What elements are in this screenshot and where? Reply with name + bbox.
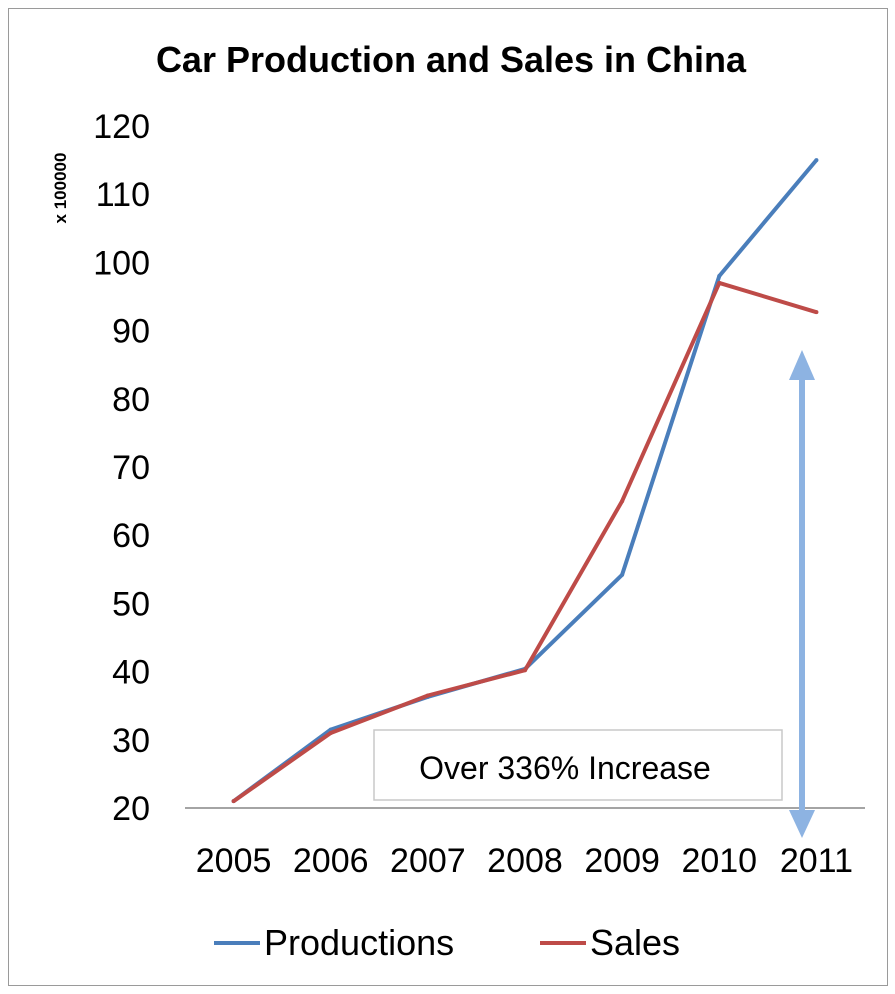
y-tick-label: 50 xyxy=(112,585,150,623)
arrow-head-up xyxy=(789,350,815,380)
data-point-sales xyxy=(814,310,819,315)
legend: Productions Sales xyxy=(214,922,680,963)
series-line-productions xyxy=(232,158,818,803)
data-point-sales xyxy=(717,280,722,285)
annotation-box-border xyxy=(373,729,783,801)
chart-frame xyxy=(8,8,888,986)
y-axis-unit-label: x 100000 xyxy=(51,153,70,224)
series-line-sales xyxy=(232,280,817,803)
x-tick-label: 2005 xyxy=(196,842,272,880)
y-tick-label: 30 xyxy=(112,722,150,760)
data-point-sales xyxy=(425,693,430,698)
y-tick-label: 70 xyxy=(112,449,150,487)
y-axis-ticks: 20 30 40 50 60 70 80 90 100 110 120 xyxy=(93,108,150,828)
double-arrow xyxy=(789,350,815,838)
data-point-productions xyxy=(717,274,722,279)
x-tick-label: 2007 xyxy=(390,842,466,880)
legend-label-productions: Productions xyxy=(264,922,454,963)
arrow-head-down xyxy=(789,810,815,838)
chart-title: Car Production and Sales in China xyxy=(156,39,747,80)
legend-label-sales: Sales xyxy=(590,922,680,963)
y-tick-label: 100 xyxy=(93,244,150,282)
y-tick-label: 60 xyxy=(112,517,150,555)
data-point-sales xyxy=(231,799,236,804)
x-tick-label: 2010 xyxy=(681,842,757,880)
data-point-sales xyxy=(328,730,333,735)
x-axis-ticks: 2005 2006 2007 2008 2009 2010 2011 xyxy=(196,842,853,880)
y-tick-label: 90 xyxy=(112,313,150,351)
y-tick-label: 40 xyxy=(112,654,150,692)
annotation-box: Over 336% Increase xyxy=(373,729,783,801)
data-point-productions xyxy=(620,572,625,577)
x-tick-label: 2006 xyxy=(293,842,369,880)
x-tick-label: 2008 xyxy=(487,842,563,880)
x-tick-label: 2011 xyxy=(780,842,853,880)
data-point-sales xyxy=(620,499,625,504)
x-tick-label: 2009 xyxy=(584,842,660,880)
series-lines xyxy=(231,158,819,804)
y-tick-label: 20 xyxy=(112,790,150,828)
data-point-sales xyxy=(523,668,527,673)
y-tick-label: 110 xyxy=(96,176,150,214)
y-tick-label: 80 xyxy=(112,381,150,419)
y-tick-label: 120 xyxy=(93,108,150,146)
annotation-text: Over 336% Increase xyxy=(419,750,711,786)
data-point-productions xyxy=(814,158,819,163)
